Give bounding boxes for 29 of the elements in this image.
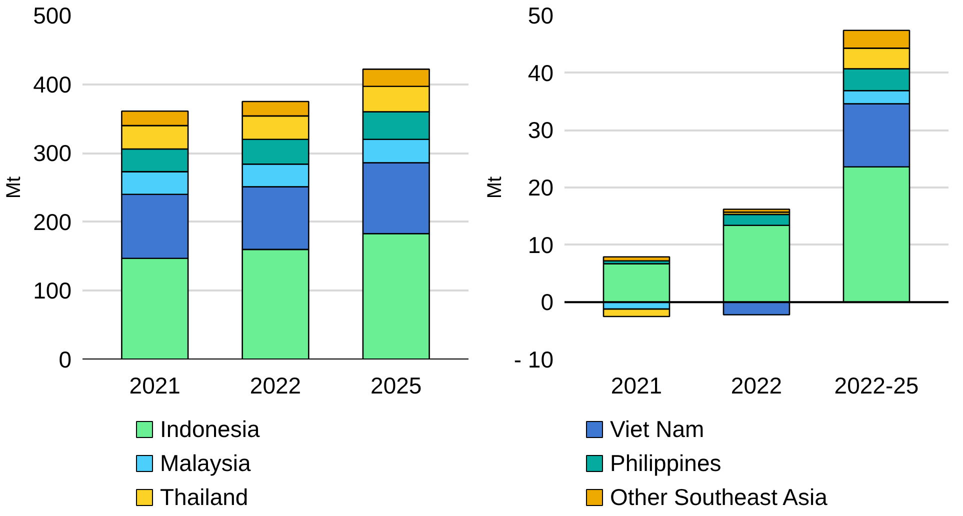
- legend-label: Other Southeast Asia: [610, 482, 828, 512]
- y-tick-label: 200: [33, 208, 72, 235]
- x-tick-label: 2025: [370, 372, 422, 398]
- y-tick-label: 40: [528, 60, 554, 86]
- x-tick-label: 2022: [250, 372, 302, 398]
- y-tick-label: - 10: [514, 346, 554, 372]
- y-tick-label: 300: [33, 140, 72, 166]
- x-tick-label: 2022: [730, 372, 782, 398]
- y-tick-label: 10: [528, 232, 554, 258]
- x-tick-label: 2022-25: [834, 372, 919, 398]
- x-tick-label: 2021: [129, 372, 180, 398]
- y-tick-label: 30: [528, 117, 554, 144]
- legend-label: Viet Nam: [610, 414, 706, 444]
- y-tick-label: 500: [33, 2, 72, 28]
- y-tick-label: 100: [33, 278, 72, 304]
- y-axis-title: Mt: [484, 176, 506, 199]
- y-axis-title: Mt: [3, 176, 26, 199]
- legend-label: Malaysia: [160, 448, 252, 478]
- x-tick-label: 2021: [610, 372, 662, 398]
- legend-label: Philippines: [610, 448, 722, 478]
- y-tick-label: 50: [528, 2, 554, 28]
- legend-label: Indonesia: [160, 414, 261, 444]
- bar: [602, 256, 670, 262]
- legend-label: Thailand: [160, 482, 250, 512]
- y-tick-label: 0: [58, 346, 72, 372]
- y-tick-label: 0: [540, 289, 554, 316]
- bar: [722, 208, 790, 213]
- y-tick-label: 400: [33, 71, 72, 98]
- y-tick-label: 20: [528, 174, 554, 200]
